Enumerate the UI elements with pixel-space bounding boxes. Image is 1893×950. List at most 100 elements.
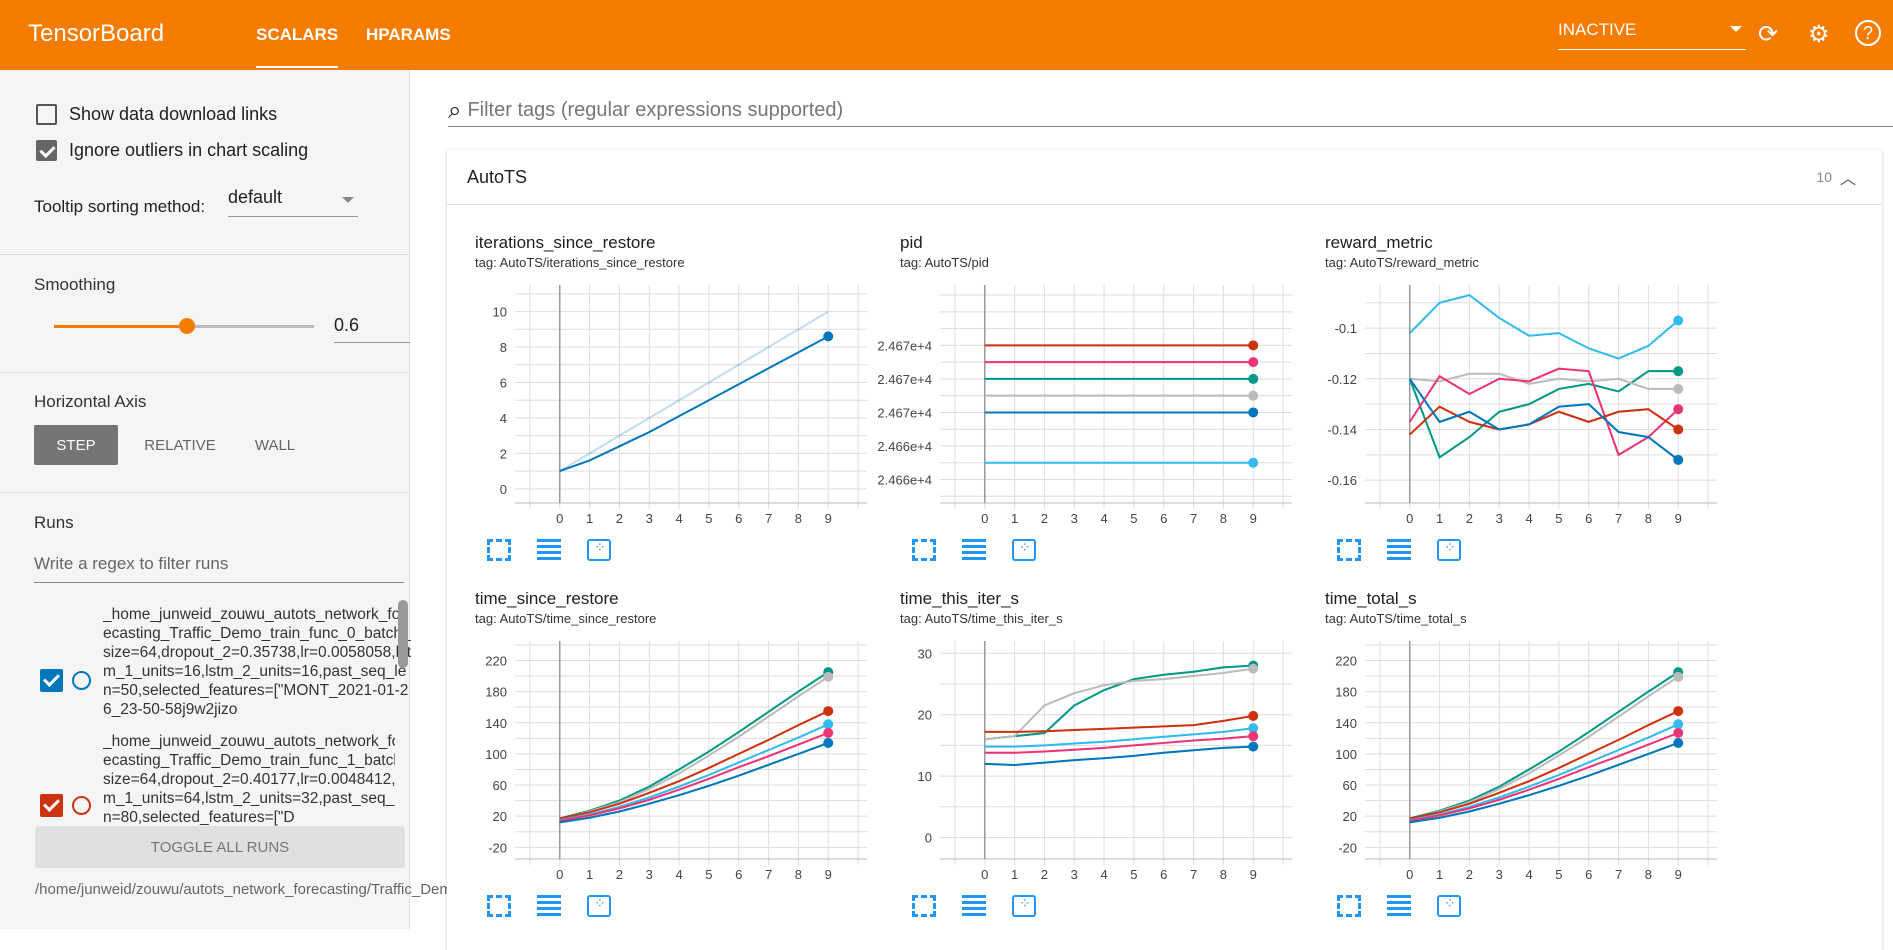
show-download-links-checkbox[interactable]: Show data download links (36, 104, 277, 125)
y-tick-label: 20 (493, 809, 507, 824)
log-scale-icon[interactable] (1387, 895, 1411, 917)
chart-plot[interactable]: 0 1 2 3 4 5 6 7 8 9 2.466e+4 2.466e+4 2.467e+4 2.467e… (870, 281, 1300, 531)
help-icon[interactable]: ? (1855, 20, 1881, 46)
run-selector-dropdown[interactable]: INACTIVE (1558, 20, 1746, 50)
log-scale-icon[interactable] (1387, 539, 1411, 561)
series-line (1408, 367, 1679, 457)
refresh-icon[interactable]: ⟳ (1758, 21, 1779, 48)
log-scale-icon[interactable] (962, 539, 986, 561)
run-radio[interactable] (72, 796, 91, 815)
series-end-point (1248, 723, 1259, 734)
x-tick-label: 0 (1406, 867, 1413, 882)
x-tick-label: 5 (1130, 511, 1137, 526)
toggle-all-runs-button[interactable]: TOGGLE ALL RUNS (35, 826, 405, 868)
axis-wall-button[interactable]: WALL (254, 436, 296, 454)
slider-handle[interactable] (178, 318, 195, 334)
fit-domain-icon[interactable] (587, 539, 611, 561)
x-tick-label: 4 (675, 511, 682, 526)
tag-filter-input[interactable]: ⌕ Filter tags (regular expressions suppor… (448, 95, 1893, 127)
y-tick-label: 2.466e+4 (877, 439, 932, 454)
chart-tag: tag: AutoTS/iterations_since_restore (475, 255, 685, 270)
y-tick-label: 10 (918, 769, 932, 784)
series-line (559, 671, 829, 820)
series-end-point (1248, 663, 1259, 674)
tab-scalars[interactable]: SCALARS (256, 25, 339, 68)
fullscreen-icon[interactable] (1337, 539, 1361, 561)
fullscreen-icon[interactable] (912, 895, 936, 917)
chart-card: time_total_s tag: AutoTS/time_total_s 0 1 2… (1325, 589, 1745, 939)
x-tick-label: 6 (735, 867, 742, 882)
series-end-point (1673, 719, 1684, 730)
chart-plot[interactable]: 0 1 2 3 4 5 6 7 8 9 -20 20 60 100 140 180 220 (1295, 637, 1725, 887)
chevron-up-icon[interactable]: ︿ (1839, 171, 1856, 188)
series-line (984, 745, 1254, 767)
x-tick-label: 5 (705, 867, 712, 882)
x-tick-label: 5 (1555, 511, 1562, 526)
dropdown-arrow-icon (342, 197, 354, 203)
x-tick-label: 1 (1436, 511, 1443, 526)
x-tick-label: 2 (1466, 867, 1473, 882)
axis-step-button[interactable]: STEP (34, 425, 118, 465)
chart-card: iterations_since_restore tag: AutoTS/iter… (475, 233, 895, 583)
search-icon: ⌕ (448, 96, 462, 124)
series-line (984, 714, 1254, 733)
fit-domain-icon[interactable] (1437, 539, 1461, 561)
runs-filter-input[interactable]: Write a regex to filter runs (34, 554, 404, 583)
log-scale-icon[interactable] (537, 539, 561, 561)
tab-hparams[interactable]: HPARAMS (366, 25, 451, 44)
chart-title: time_total_s (1325, 589, 1417, 608)
series-end-point (1248, 457, 1259, 468)
raw-series-line (1409, 742, 1679, 824)
settings-icon[interactable]: ⚙ (1808, 21, 1830, 48)
x-tick-label: 4 (1100, 867, 1107, 882)
fit-domain-icon[interactable] (1437, 895, 1461, 917)
fullscreen-icon[interactable] (487, 895, 511, 917)
fit-domain-icon[interactable] (587, 895, 611, 917)
checkbox-label: Ignore outliers in chart scaling (69, 140, 309, 160)
ignore-outliers-checkbox[interactable]: Ignore outliers in chart scaling (36, 140, 308, 161)
run-checkbox[interactable] (40, 794, 63, 817)
chart-plot[interactable]: 0 1 2 3 4 5 6 7 8 9 0 2 4 6 8 10 (445, 281, 875, 531)
horizontal-axis-label: Horizontal Axis (34, 392, 147, 411)
checkbox-icon (36, 104, 57, 125)
log-scale-icon[interactable] (537, 895, 561, 917)
log-scale-icon[interactable] (962, 895, 986, 917)
x-tick-label: 7 (1190, 867, 1197, 882)
run-radio[interactable] (72, 671, 91, 690)
x-tick-label: 7 (1615, 867, 1622, 882)
x-tick-label: 9 (1250, 511, 1257, 526)
x-tick-label: 1 (1011, 511, 1018, 526)
x-tick-label: 7 (765, 511, 772, 526)
run-item[interactable]: _home_junweid_zouwu_autots_network_forec… (40, 732, 395, 840)
smoothing-slider[interactable] (54, 318, 314, 334)
y-tick-label: 2 (500, 446, 507, 461)
chart-plot[interactable]: 0 1 2 3 4 5 6 7 8 9 0 10 20 30 (870, 637, 1300, 887)
series-end-point (1673, 424, 1684, 435)
fullscreen-icon[interactable] (912, 539, 936, 561)
y-tick-label: 6 (500, 375, 507, 390)
smoothing-value-input[interactable]: 0.6 (334, 315, 410, 343)
run-checkbox[interactable] (40, 669, 63, 692)
select-value: default (228, 187, 283, 207)
series-end-point (1673, 706, 1684, 717)
series-end-point (1248, 407, 1259, 418)
chart-plot[interactable]: 0 1 2 3 4 5 6 7 8 9 -0.16 -0.14 -0.12 -0.1 (1295, 281, 1725, 531)
chart-card: time_since_restore tag: AutoTS/time_since… (475, 589, 895, 939)
chart-card: pid tag: AutoTS/pid 0 1 2 3 4 5 6 7 8 9 2.466e+4 2.4… (877, 233, 1320, 583)
axis-relative-button[interactable]: RELATIVE (144, 436, 216, 454)
chart-plot[interactable]: 0 1 2 3 4 5 6 7 8 9 -20 20 60 100 140 180 220 (445, 637, 875, 887)
fit-domain-icon[interactable] (1012, 539, 1036, 561)
y-tick-label: -20 (488, 840, 507, 855)
fullscreen-icon[interactable] (487, 539, 511, 561)
divider (0, 254, 410, 255)
x-tick-label: 0 (981, 867, 988, 882)
y-tick-label: 8 (500, 340, 507, 355)
fit-domain-icon[interactable] (1012, 895, 1036, 917)
x-tick-label: 3 (646, 511, 653, 526)
tooltip-sorting-select[interactable]: default (228, 187, 358, 217)
x-tick-label: 2 (1041, 511, 1048, 526)
series-end-point (823, 737, 834, 748)
fullscreen-icon[interactable] (1337, 895, 1361, 917)
category-header[interactable]: AutoTS 10 ︿ (447, 150, 1882, 205)
runs-scrollbar[interactable] (398, 600, 408, 668)
